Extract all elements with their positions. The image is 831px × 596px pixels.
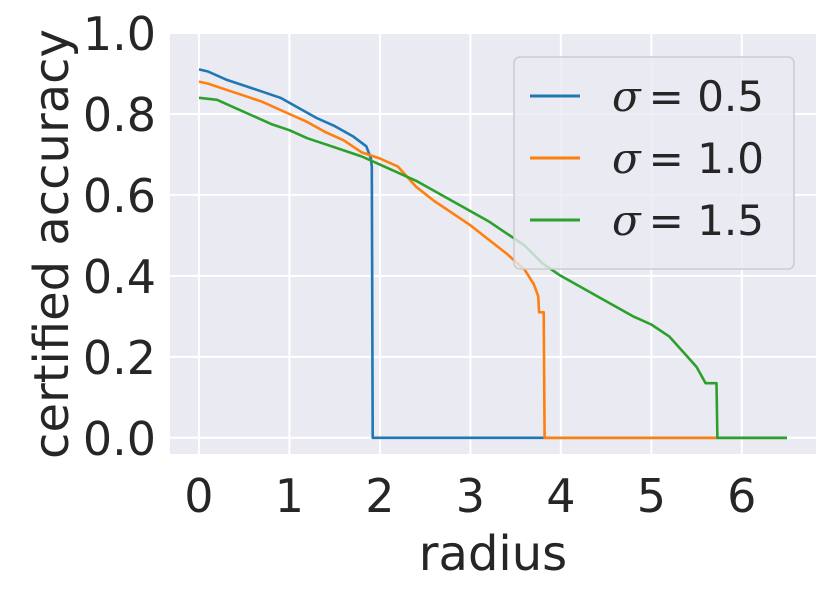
legend-sigma-symbol: σ — [612, 134, 642, 183]
legend-sigma-symbol: σ — [612, 196, 642, 245]
legend-label: σ = 1.5 — [612, 196, 764, 245]
series-line — [198, 68, 787, 440]
legend-box — [513, 56, 795, 270]
legend-sigma-symbol: σ — [612, 72, 642, 121]
x-tick-label: 6 — [727, 469, 756, 523]
x-tick-label: 5 — [637, 469, 666, 523]
legend-value: = 0.5 — [649, 72, 764, 121]
y-axis-label: certified accuracy — [24, 29, 80, 459]
y-tick-label: 0.2 — [83, 331, 156, 385]
x-tick-labels: 0 1 2 3 4 5 6 — [184, 469, 756, 523]
series-line — [198, 80, 787, 440]
legend: σ = 0.5σ = 1.0σ = 1.5 — [513, 56, 795, 270]
y-tick-label: 1.0 — [83, 7, 156, 61]
x-tick-label: 4 — [546, 469, 575, 523]
x-tick-label: 3 — [456, 469, 485, 523]
legend-value: = 1.0 — [649, 134, 764, 183]
y-tick-labels: 0.0 0.2 0.4 0.6 0.8 1.0 — [83, 7, 156, 466]
x-tick-label: 2 — [365, 469, 394, 523]
y-tick-label: 0.8 — [83, 88, 156, 142]
series-line — [198, 96, 787, 440]
y-tick-label: 0.0 — [83, 412, 156, 466]
legend-label: σ = 1.0 — [612, 134, 764, 183]
legend-label: σ = 0.5 — [612, 72, 764, 121]
x-tick-label: 1 — [275, 469, 304, 523]
legend-value: = 1.5 — [649, 196, 764, 245]
x-axis-label: radius — [419, 526, 567, 582]
y-tick-label: 0.6 — [83, 169, 156, 223]
series-layer — [198, 68, 787, 440]
y-tick-label: 0.4 — [83, 250, 156, 304]
x-tick-label: 0 — [184, 469, 213, 523]
